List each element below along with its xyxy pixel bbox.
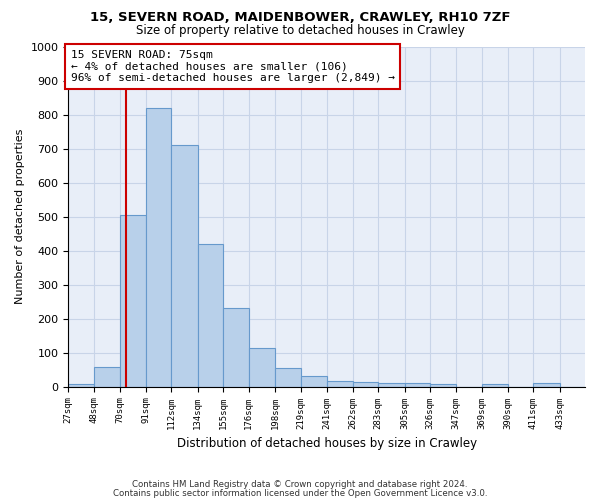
Bar [353, 382, 378, 386]
Text: Contains HM Land Registry data © Crown copyright and database right 2024.: Contains HM Land Registry data © Crown c… [132, 480, 468, 489]
Bar [275, 368, 301, 386]
Text: Contains public sector information licensed under the Open Government Licence v3: Contains public sector information licen… [113, 488, 487, 498]
Bar [482, 384, 508, 386]
Bar [198, 244, 223, 386]
Bar [223, 308, 248, 386]
Bar [404, 382, 430, 386]
Bar [68, 384, 94, 386]
X-axis label: Distribution of detached houses by size in Crawley: Distribution of detached houses by size … [176, 437, 477, 450]
Bar [430, 384, 455, 386]
Text: 15 SEVERN ROAD: 75sqm
← 4% of detached houses are smaller (106)
96% of semi-deta: 15 SEVERN ROAD: 75sqm ← 4% of detached h… [71, 50, 395, 83]
Bar [378, 384, 404, 386]
Bar [533, 384, 560, 386]
Bar [327, 380, 353, 386]
Bar [146, 108, 171, 386]
Bar [301, 376, 327, 386]
Bar [121, 215, 146, 386]
Bar [94, 368, 121, 386]
Text: Size of property relative to detached houses in Crawley: Size of property relative to detached ho… [136, 24, 464, 37]
Text: 15, SEVERN ROAD, MAIDENBOWER, CRAWLEY, RH10 7ZF: 15, SEVERN ROAD, MAIDENBOWER, CRAWLEY, R… [90, 11, 510, 24]
Bar [171, 145, 198, 386]
Y-axis label: Number of detached properties: Number of detached properties [15, 129, 25, 304]
Bar [248, 348, 275, 387]
